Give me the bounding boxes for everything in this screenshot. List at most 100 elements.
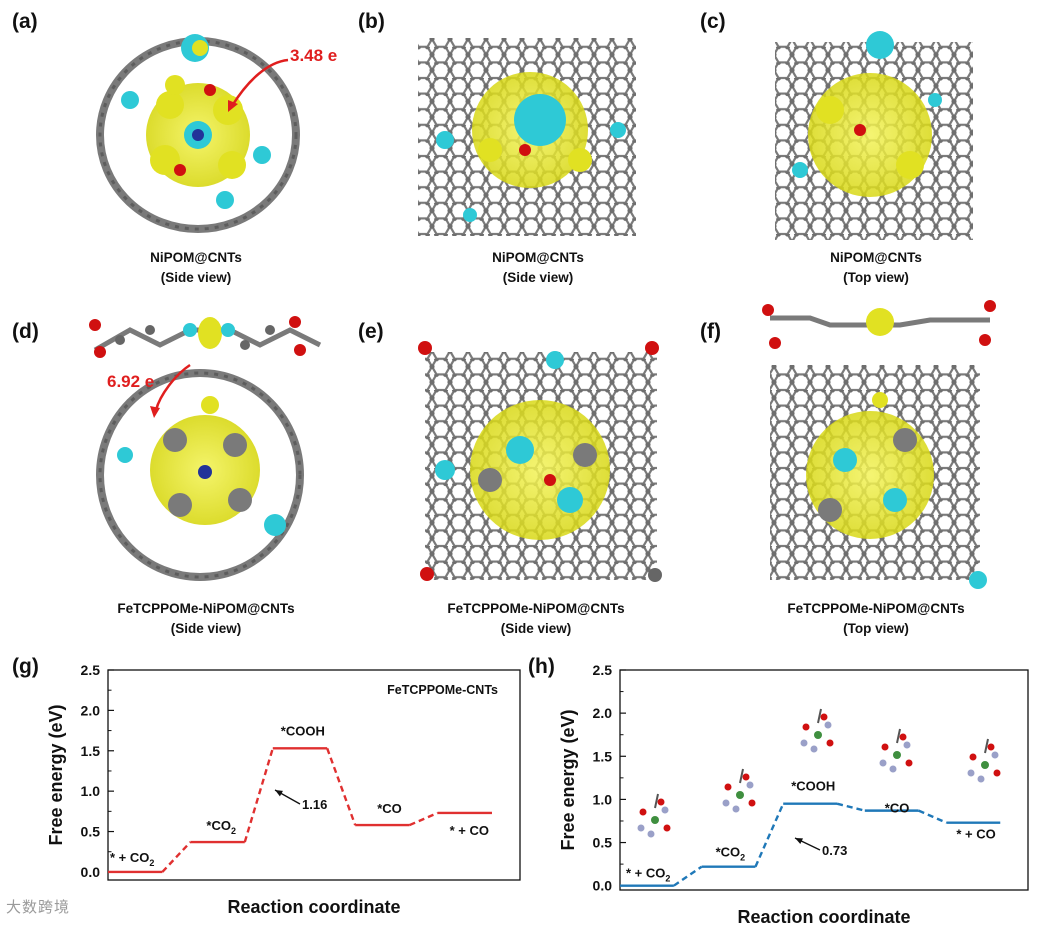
bond	[984, 738, 989, 754]
charge-arrowhead-a	[228, 100, 238, 112]
structure-b	[418, 38, 636, 236]
caption-a-line2: (Side view)	[160, 270, 232, 285]
caption-d-line2: (Side view)	[170, 621, 242, 636]
transition-2	[836, 802, 866, 812]
structure-c	[775, 31, 973, 240]
charge-arrow-a	[230, 58, 289, 107]
charge-arrowhead-d	[150, 406, 160, 418]
watermark: 大数跨境	[6, 898, 71, 916]
panel-label-f: (f)	[700, 320, 721, 343]
transition-0	[161, 841, 192, 873]
bond	[896, 728, 901, 744]
atom	[969, 753, 977, 761]
atom	[742, 773, 750, 781]
transition-2	[326, 747, 357, 826]
atom	[800, 739, 808, 747]
state-label-1: *CO2	[716, 845, 746, 863]
atom	[639, 808, 647, 816]
state-label-3: *CO	[885, 801, 910, 816]
caption-e-line1: FeTCPPOMe-NiPOM@CNTs	[447, 601, 625, 616]
transition-0	[673, 865, 703, 887]
panel-label-h: (h)	[528, 655, 555, 678]
atom	[736, 791, 744, 799]
caption-c: NiPOM@CNTs (Top view)	[746, 248, 1006, 288]
atom	[732, 805, 740, 813]
bond	[739, 768, 744, 784]
adsorbate-structure-4	[967, 738, 1001, 783]
atom	[802, 723, 810, 731]
caption-c-line1: NiPOM@CNTs	[830, 250, 922, 265]
caption-b: NiPOM@CNTs (Side view)	[408, 248, 668, 288]
y-tick-label: 1.5	[593, 748, 613, 764]
atom	[748, 799, 756, 807]
atom	[903, 741, 911, 749]
panel-label-e: (e)	[358, 320, 384, 343]
caption-d-line1: FeTCPPOMe-NiPOM@CNTs	[117, 601, 295, 616]
atom	[820, 713, 828, 721]
atom	[647, 830, 655, 838]
state-label-3: *CO	[377, 801, 402, 816]
bond	[817, 708, 822, 724]
structure-e	[418, 341, 662, 582]
structure-f	[762, 300, 996, 589]
atom	[987, 743, 995, 751]
y-axis-label: Free energy (eV)	[46, 704, 66, 845]
y-axis-label: Free energy (eV)	[558, 709, 578, 850]
state-label-2: *COOH	[281, 723, 325, 738]
caption-e-line2: (Side view)	[500, 621, 572, 636]
y-tick-label: 1.0	[593, 791, 613, 807]
chart-title: FeTCPPOMe-CNTs	[387, 683, 498, 697]
atom	[977, 775, 985, 783]
atom	[993, 769, 1001, 777]
state-label-0: * + CO2	[626, 866, 670, 884]
panel-label-b: (b)	[358, 10, 385, 33]
atom	[661, 806, 669, 814]
state-label-0: * + CO2	[110, 850, 154, 868]
atom	[724, 783, 732, 791]
atom	[824, 721, 832, 729]
charge-arrow-d	[154, 363, 191, 411]
y-tick-label: 0.0	[593, 878, 613, 894]
atom	[663, 824, 671, 832]
y-tick-label: 0.5	[81, 824, 101, 840]
caption-b-line1: NiPOM@CNTs	[492, 250, 584, 265]
charge-label-d: 6.92 e	[107, 372, 155, 391]
caption-a: NiPOM@CNTs (Side view)	[66, 248, 326, 288]
atom	[746, 781, 754, 789]
atom	[881, 743, 889, 751]
atom	[981, 761, 989, 769]
barrier-label: 0.73	[822, 843, 847, 858]
atom	[991, 751, 999, 759]
atom	[967, 769, 975, 777]
charge-label-a: 3.48 e	[290, 46, 338, 65]
atom	[722, 799, 730, 807]
transition-3	[409, 811, 439, 827]
state-label-1: *CO2	[206, 818, 236, 836]
y-tick-label: 2.5	[81, 662, 101, 678]
y-tick-label: 0.0	[81, 864, 101, 880]
caption-f-line2: (Top view)	[843, 621, 909, 636]
state-label-4: * + CO	[450, 823, 489, 838]
structure-a	[96, 34, 300, 233]
plot-frame	[107, 669, 521, 881]
y-tick-label: 2.5	[593, 662, 613, 678]
bond	[654, 793, 659, 809]
caption-e: FeTCPPOMe-NiPOM@CNTs (Side view)	[406, 599, 666, 639]
caption-a-line1: NiPOM@CNTs	[150, 250, 242, 265]
state-label-4: * + CO	[956, 827, 995, 842]
y-tick-label: 2.0	[593, 705, 613, 721]
atom	[657, 798, 665, 806]
plot-frame	[619, 669, 1029, 891]
y-tick-label: 2.0	[81, 702, 101, 718]
adsorbate-structure-1	[722, 768, 756, 813]
structure-d	[89, 316, 322, 581]
panel-label-d: (d)	[12, 320, 39, 343]
atom	[893, 751, 901, 759]
caption-b-line2: (Side view)	[502, 270, 574, 285]
caption-d: FeTCPPOMe-NiPOM@CNTs (Side view)	[76, 599, 336, 639]
y-tick-label: 0.5	[593, 835, 613, 851]
panel-label-g: (g)	[12, 655, 39, 678]
transition-1	[754, 803, 785, 868]
y-tick-label: 1.0	[81, 783, 101, 799]
